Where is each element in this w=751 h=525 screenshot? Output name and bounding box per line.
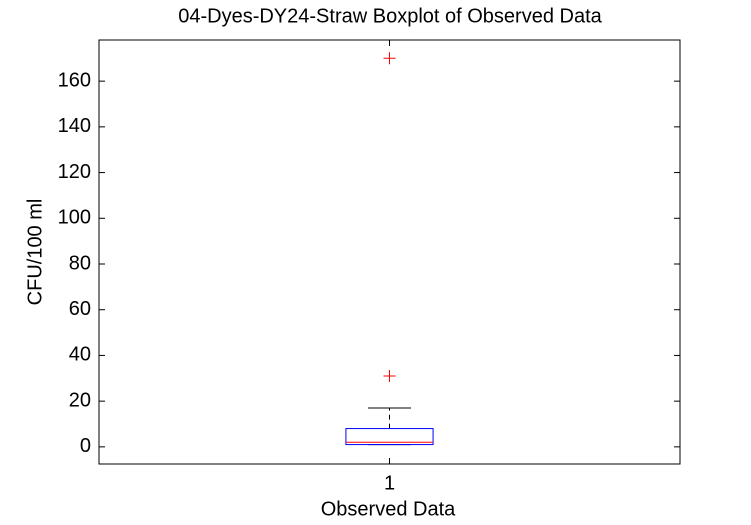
y-tick-label: 60 <box>69 298 91 320</box>
outlier <box>383 370 396 382</box>
outlier <box>383 52 396 65</box>
y-axis-label: CFU/100 ml <box>24 199 46 306</box>
y-tick-label: 160 <box>58 69 91 91</box>
y-tick-label: 20 <box>69 389 91 411</box>
x-tick-label: 1 <box>384 472 395 494</box>
y-tick-label: 100 <box>58 207 91 229</box>
x-axis-label: Observed Data <box>321 498 456 520</box>
y-tick-label: 0 <box>80 435 91 457</box>
y-tick-label: 80 <box>69 252 91 274</box>
chart-title: 04-Dyes-DY24-Straw Boxplot of Observed D… <box>178 5 602 27</box>
y-tick-label: 40 <box>69 344 91 366</box>
y-tick-label: 140 <box>58 115 91 137</box>
box <box>345 428 434 446</box>
plot-frame <box>98 39 681 465</box>
y-tick-label: 120 <box>58 161 91 183</box>
